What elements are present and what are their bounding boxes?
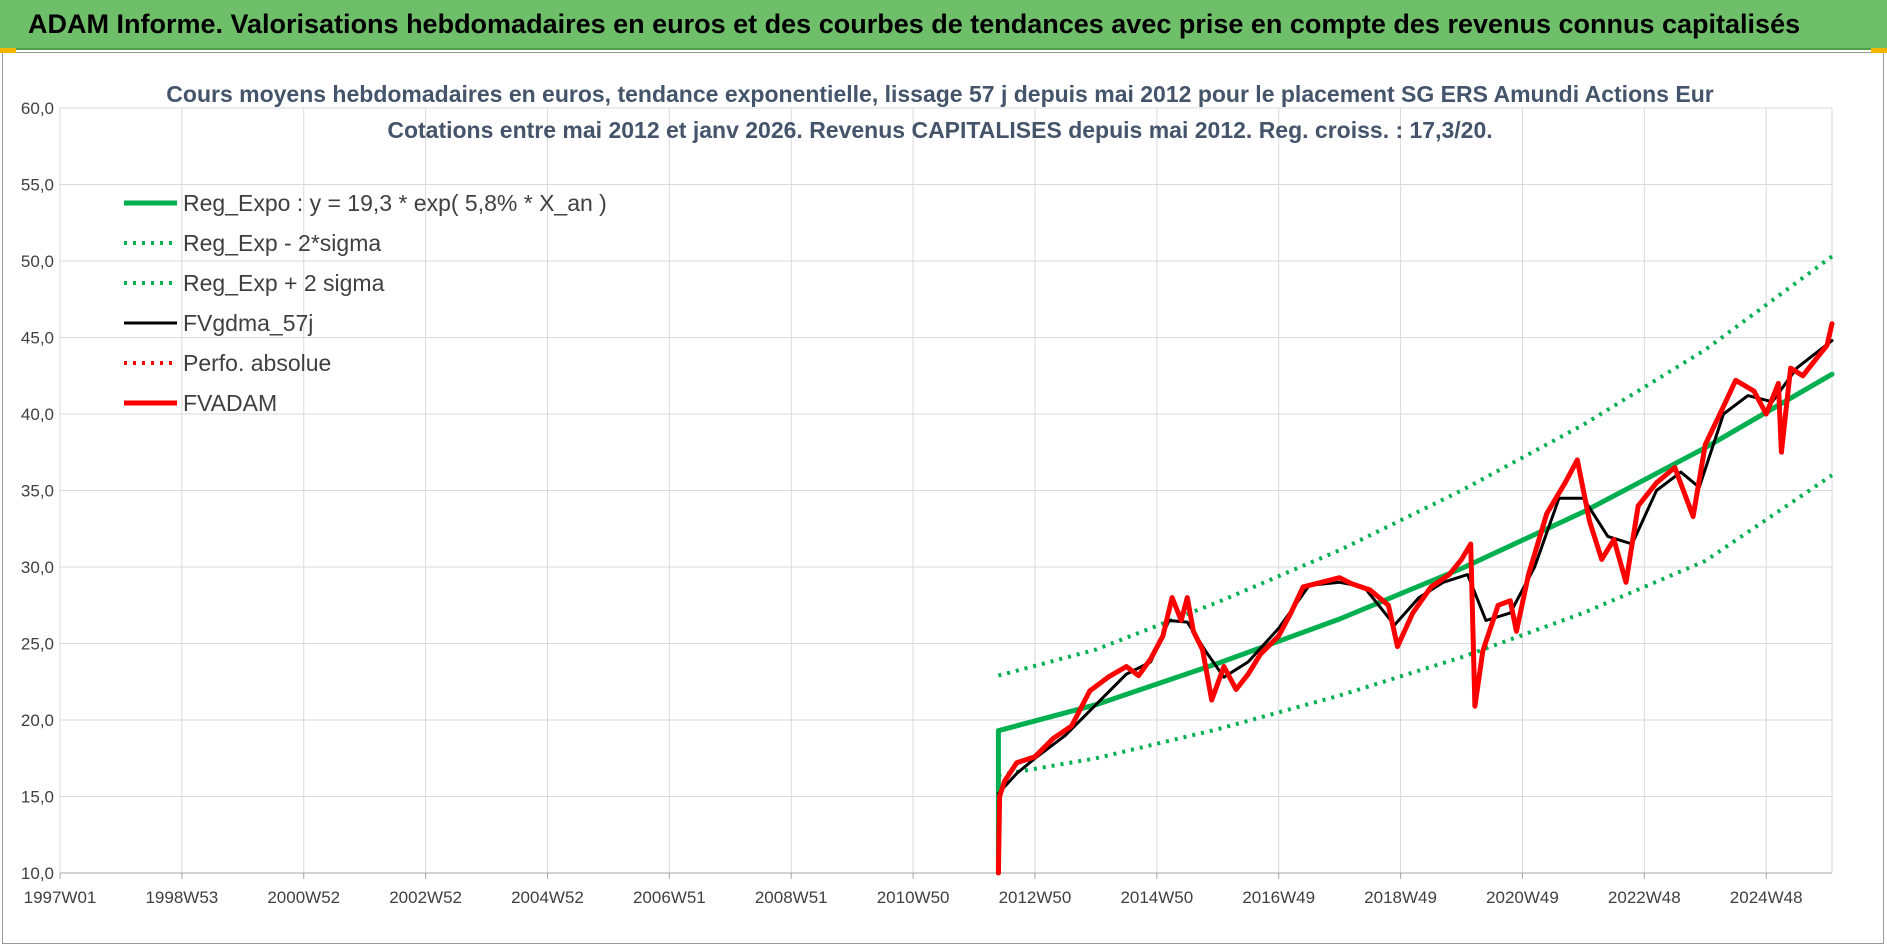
legend: Reg_Expo : y = 19,3 * exp( 5,8% * X_an )… [124, 190, 607, 416]
y-tick-label: 55,0 [21, 176, 54, 195]
x-tick-label: 2016W49 [1242, 888, 1315, 907]
legend-label: Reg_Exp + 2 sigma [183, 270, 385, 296]
corner-marker [1871, 48, 1887, 53]
banner-title: ADAM Informe. Valorisations hebdomadaire… [28, 9, 1801, 39]
legend-label: Reg_Exp - 2*sigma [183, 230, 381, 256]
y-tick-label: 30,0 [21, 558, 54, 577]
series-line-2 [997, 254, 1834, 678]
x-tick-label: 2020W49 [1486, 888, 1559, 907]
x-tick-label: 2022W48 [1608, 888, 1681, 907]
y-tick-label: 10,0 [21, 864, 54, 883]
series-line-5 [995, 321, 1835, 876]
x-tick-label: 2008W51 [755, 888, 828, 907]
y-tick-label: 25,0 [21, 635, 54, 654]
legend-label: FVADAM [183, 390, 277, 416]
x-tick-label: 2014W50 [1120, 888, 1193, 907]
header-banner: ADAM Informe. Valorisations hebdomadaire… [0, 0, 1887, 50]
x-tick-label: 2024W48 [1730, 888, 1803, 907]
chart-title: Cours moyens hebdomadaires en euros, ten… [166, 81, 1713, 107]
corner-marker [0, 48, 16, 53]
axes: 10,0 15,0 20,0 25,0 30,0 35,0 40,0 45,0 50,0 55,0… [21, 99, 1832, 907]
x-tick-label: 1998W53 [145, 888, 218, 907]
x-tick-label: 2006W51 [633, 888, 706, 907]
legend-label: FVgdma_57j [183, 310, 313, 336]
y-tick-label: 35,0 [21, 482, 54, 501]
x-tick-label: 1997W01 [24, 888, 97, 907]
x-tick-label: 2018W49 [1364, 888, 1437, 907]
chart-frame [2, 52, 1884, 944]
legend-label: Reg_Expo : y = 19,3 * exp( 5,8% * X_an ) [183, 190, 607, 216]
x-tick-label: 2010W50 [877, 888, 950, 907]
y-tick-label: 45,0 [21, 329, 54, 348]
x-tick-label: 2012W50 [999, 888, 1072, 907]
x-tick-label: 2002W52 [389, 888, 462, 907]
series-line-0 [995, 371, 1835, 876]
x-tick-label: 2000W52 [267, 888, 340, 907]
y-tick-label: 50,0 [21, 252, 54, 271]
chart-subtitle: Cotations entre mai 2012 et janv 2026. R… [387, 117, 1492, 143]
y-tick-label: 15,0 [21, 788, 54, 807]
y-tick-label: 40,0 [21, 405, 54, 424]
y-tick-label: 20,0 [21, 711, 54, 730]
grid [59, 107, 1833, 874]
y-tick-label: 60,0 [21, 99, 54, 118]
x-tick-label: 2004W52 [511, 888, 584, 907]
series-line-1 [998, 473, 1834, 778]
series [995, 254, 1835, 876]
legend-label: Perfo. absolue [183, 350, 331, 376]
